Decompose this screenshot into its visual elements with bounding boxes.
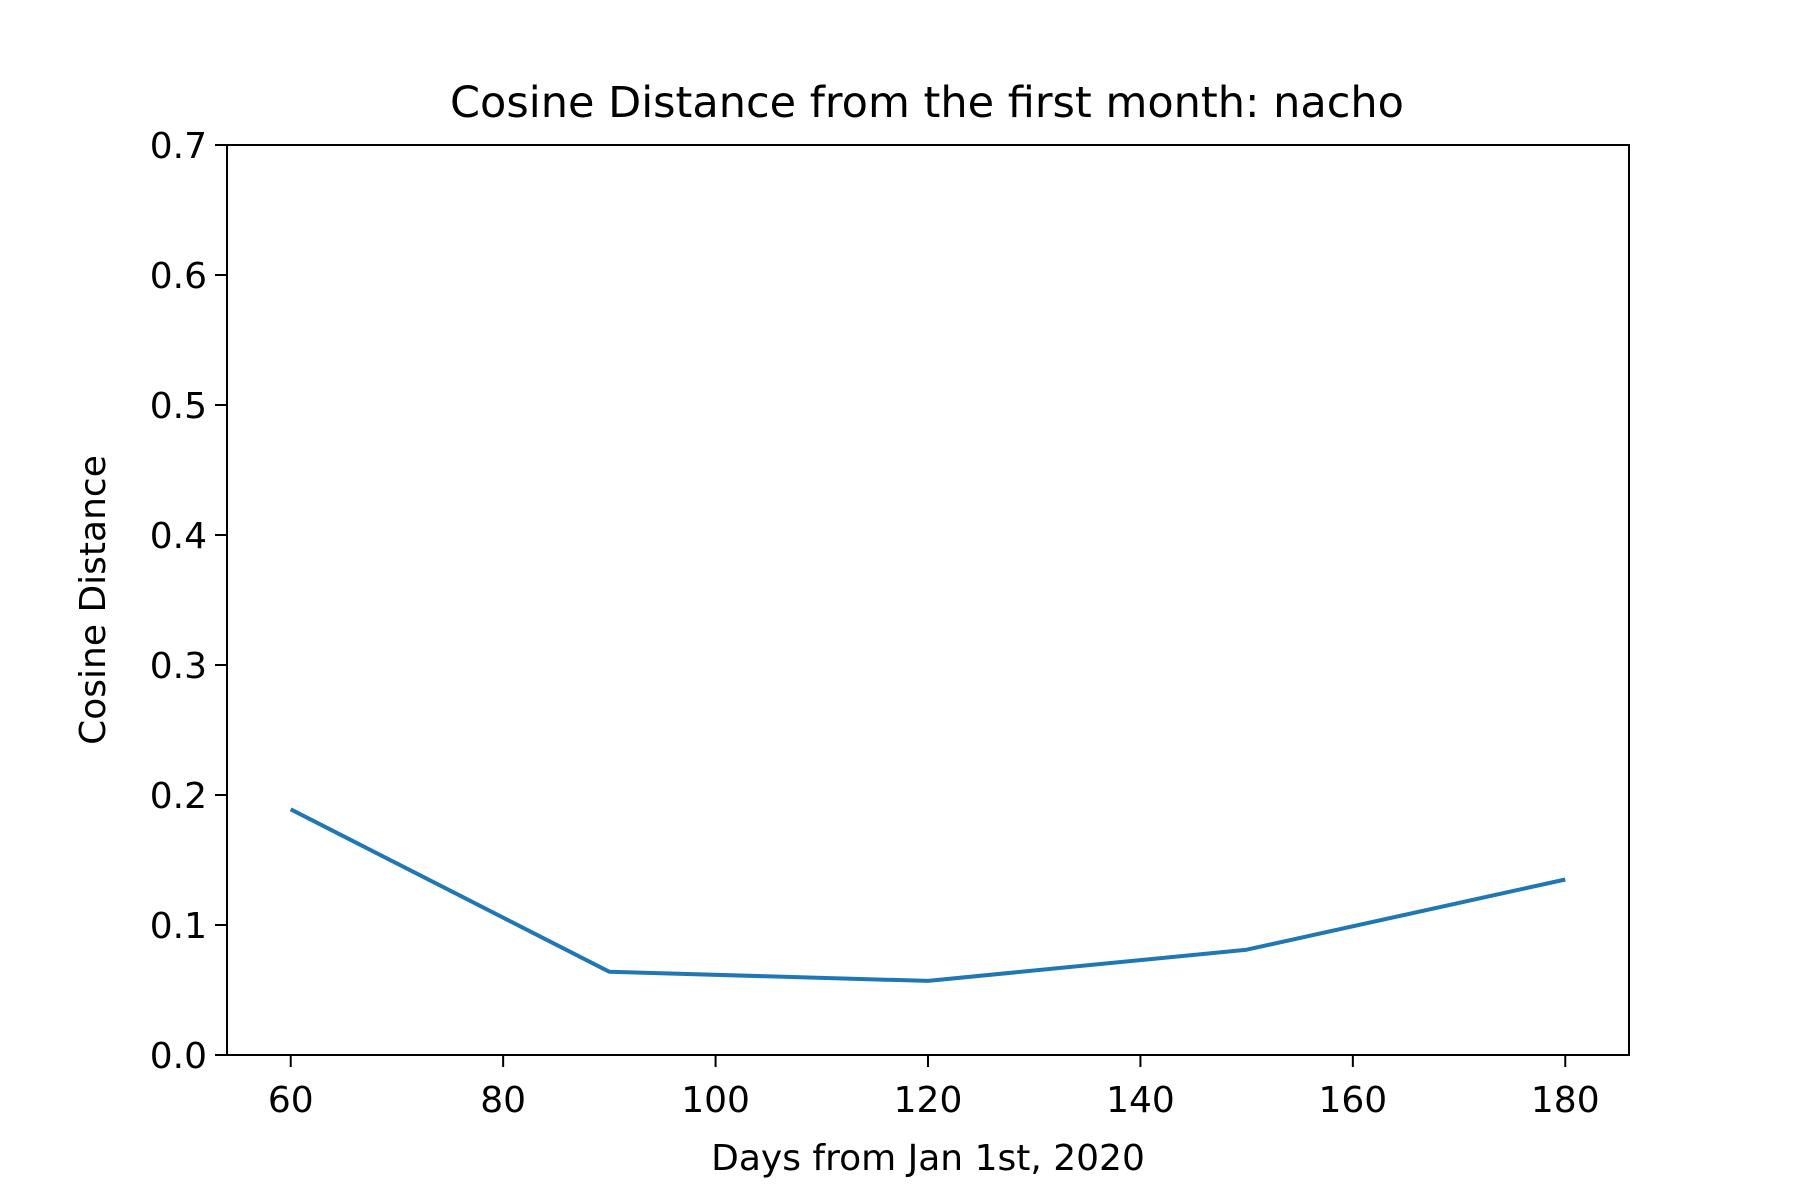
y-tick-label: 0.1 (150, 906, 207, 947)
x-tick-label: 60 (268, 1080, 314, 1121)
data-point (607, 970, 611, 974)
y-tick-label: 0.3 (150, 646, 207, 687)
data-point (1245, 948, 1249, 952)
x-tick-label: 80 (480, 1080, 526, 1121)
y-tick-label: 0.5 (150, 386, 207, 427)
y-tick-label: 0.4 (150, 516, 207, 557)
x-tick-label: 180 (1531, 1080, 1600, 1121)
data-point (926, 979, 930, 983)
series-layer (289, 807, 1567, 983)
y-tick-label: 0.7 (150, 126, 207, 167)
y-tick-label: 0.2 (150, 776, 207, 817)
x-tick-label: 140 (1106, 1080, 1175, 1121)
x-axis-label: Days from Jan 1st, 2020 (711, 1138, 1145, 1179)
series-line (289, 807, 1566, 983)
plot-frame (226, 144, 1630, 1056)
data-point (1563, 878, 1567, 882)
y-axis-label: Cosine Distance (73, 455, 114, 745)
data-point (289, 807, 293, 811)
y-tick-label: 0.6 (150, 256, 207, 297)
x-tick-label: 120 (894, 1080, 963, 1121)
x-tick-label: 160 (1318, 1080, 1387, 1121)
y-tick-label: 0.0 (150, 1036, 207, 1077)
x-tick-label: 100 (681, 1080, 750, 1121)
y-axis: 0.0 0.1 0.2 0.3 0.4 0.5 0.6 0.7 (150, 126, 227, 1077)
x-axis: 60 80 100 120 140 160 180 (268, 1055, 1600, 1121)
chart-title: Cosine Distance from the first month: na… (450, 78, 1404, 128)
